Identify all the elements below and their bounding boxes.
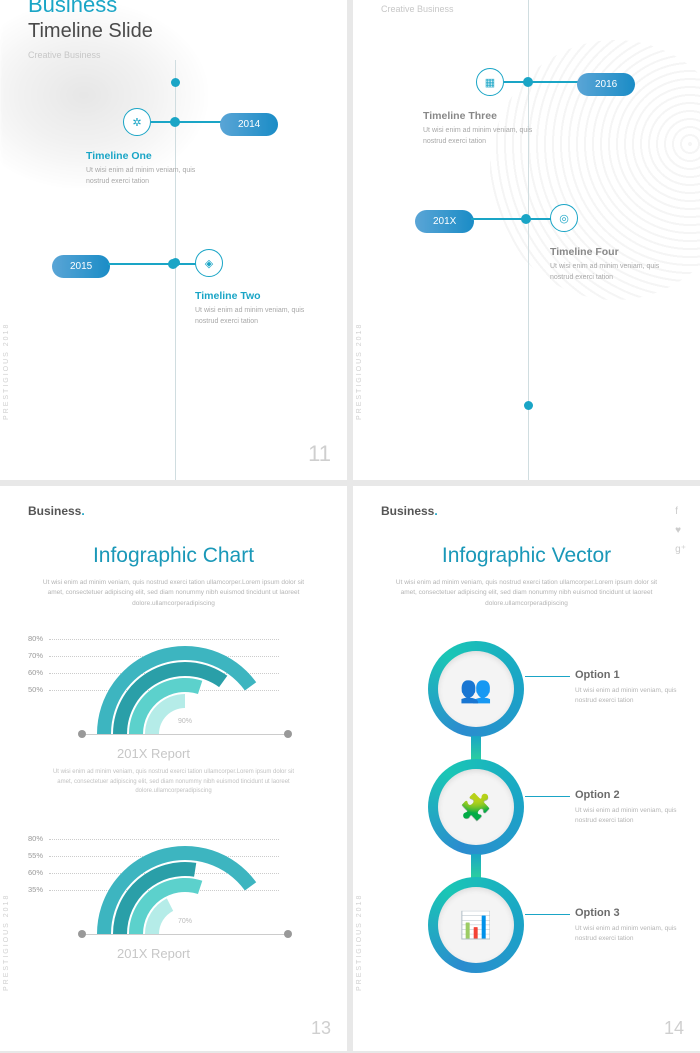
- gauge-inner-value: 70%: [178, 918, 192, 925]
- business-label: Business: [28, 0, 117, 18]
- gauge-caption: 201X Report: [0, 746, 307, 761]
- baseline-dot: [284, 930, 292, 938]
- timeline-heading: Timeline Two: [195, 290, 261, 302]
- connector-dot: [170, 117, 180, 127]
- option-heading: Option 2: [575, 789, 620, 801]
- year-pill: 2014: [220, 113, 278, 136]
- connector-dot: [523, 77, 533, 87]
- twitter-icon: ♥: [675, 525, 686, 536]
- baseline-dot: [284, 730, 292, 738]
- calendar-icon: ▦: [476, 68, 504, 96]
- gauge-baseline: [80, 934, 290, 935]
- option-ring-2: 🧩: [428, 759, 524, 855]
- diamond-icon: ◈: [195, 249, 223, 277]
- timeline-heading: Timeline Three: [423, 110, 497, 122]
- slide-title: Timeline Slide: [28, 20, 153, 43]
- ring-connector: [471, 736, 481, 760]
- option-line: [525, 914, 570, 915]
- side-label: PRESTIGIOUS 2018: [356, 894, 363, 991]
- slide-timeline-2: Creative Business ▦ 2016 Timeline Three …: [353, 0, 700, 480]
- year-pill: 2015: [52, 255, 110, 278]
- page-number: 14: [664, 1018, 684, 1039]
- option-body: Ut wisi enim ad minim veniam, quis nostr…: [575, 806, 695, 827]
- timeline-body: Ut wisi enim ad minim veniam, quis nostr…: [550, 262, 660, 283]
- option-heading: Option 3: [575, 907, 620, 919]
- option-body: Ut wisi enim ad minim veniam, quis nostr…: [575, 686, 695, 707]
- connector-dot: [521, 214, 531, 224]
- option-ring-3: 📊: [428, 877, 524, 973]
- option-body: Ut wisi enim ad minim veniam, quis nostr…: [575, 924, 695, 945]
- baseline-dot: [78, 930, 86, 938]
- baseline-dot: [78, 730, 86, 738]
- gauge-baseline: [80, 734, 290, 735]
- slide-title: Infographic Chart: [0, 544, 347, 568]
- slide-infographic-chart: Business. Infographic Chart Ut wisi enim…: [0, 486, 347, 1051]
- people-icon: 👥: [438, 651, 514, 727]
- slide-subtitle: Creative Business: [381, 4, 454, 14]
- year-pill: 2016: [577, 73, 635, 96]
- option-heading: Option 1: [575, 669, 620, 681]
- ring-connector: [471, 854, 481, 878]
- gauge-inner-value: 90%: [178, 718, 192, 725]
- timeline-body: Ut wisi enim ad minim veniam, quis nostr…: [423, 126, 533, 147]
- side-label: PRESTIGIOUS 2018: [3, 323, 10, 420]
- brand-label: Business.: [28, 504, 85, 518]
- timeline-heading: Timeline Four: [550, 246, 619, 258]
- option-line: [525, 796, 570, 797]
- gauge-subcaption: Ut wisi enim ad minim veniam, quis nostr…: [50, 768, 297, 797]
- gear-icon: ✲: [123, 108, 151, 136]
- side-label: PRESTIGIOUS 2018: [3, 894, 10, 991]
- connector-line: [108, 263, 196, 265]
- slide-description: Ut wisi enim ad minim veniam, quis nostr…: [393, 578, 660, 609]
- brand-label: Business.: [381, 504, 438, 518]
- page-number: 13: [311, 1018, 331, 1039]
- slide-subtitle: Creative Business: [28, 50, 101, 60]
- chart-icon: 📊: [438, 887, 514, 963]
- timeline-dot: [524, 401, 533, 410]
- facebook-icon: f: [675, 506, 686, 517]
- connector-dot: [168, 259, 178, 269]
- slide-description: Ut wisi enim ad minim veniam, quis nostr…: [40, 578, 307, 609]
- page-number: 11: [308, 442, 331, 466]
- timeline-dot: [171, 78, 180, 87]
- connector-line: [471, 218, 551, 220]
- slide-title: Infographic Vector: [353, 544, 700, 568]
- timeline-body: Ut wisi enim ad minim veniam, quis nostr…: [86, 166, 196, 187]
- slide-infographic-vector: Business. f ♥ g⁺ Infographic Vector Ut w…: [353, 486, 700, 1051]
- option-ring-1: 👥: [428, 641, 524, 737]
- timeline-body: Ut wisi enim ad minim veniam, quis nostr…: [195, 306, 305, 327]
- timeline-heading: Timeline One: [86, 150, 152, 162]
- gauge-caption: 201X Report: [0, 946, 307, 961]
- target-icon: ◎: [550, 204, 578, 232]
- year-pill: 201X: [415, 210, 474, 233]
- slide-timeline-1: Business Timeline Slide Creative Busines…: [0, 0, 347, 480]
- side-label: PRESTIGIOUS 2018: [356, 323, 363, 420]
- option-line: [525, 676, 570, 677]
- puzzle-icon: 🧩: [438, 769, 514, 845]
